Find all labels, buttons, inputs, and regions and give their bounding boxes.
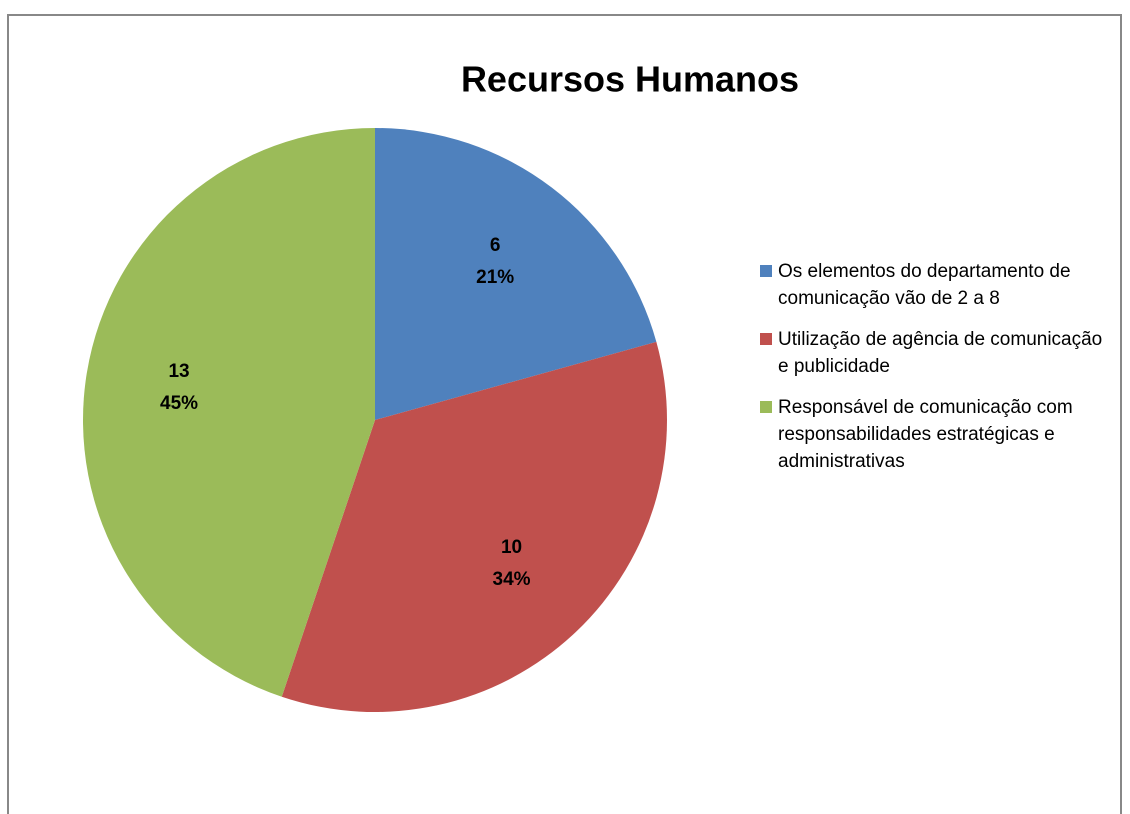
legend-swatch (760, 265, 772, 277)
legend-item: Utilização de agência de comunicação e p… (760, 326, 1105, 380)
legend-label: Responsável de comunicação com responsab… (778, 397, 1073, 472)
legend-label: Os elementos do departamento de comunica… (778, 261, 1071, 309)
legend-label: Utilização de agência de comunicação e p… (778, 329, 1103, 377)
data-label-value: 13 (168, 361, 189, 382)
data-label-value: 10 (501, 537, 522, 558)
pie-slice (83, 128, 375, 697)
data-label-value: 6 (490, 235, 501, 256)
legend-item: Responsável de comunicação com responsab… (760, 394, 1105, 475)
legend-swatch (760, 401, 772, 413)
chart-title: Recursos Humanos (461, 59, 799, 100)
legend-item: Os elementos do departamento de comunica… (760, 258, 1105, 312)
pie-slice (281, 341, 667, 712)
data-label-percent: 21% (476, 267, 514, 288)
pie-slice (375, 128, 657, 420)
chart-frame (7, 14, 1122, 814)
legend: Os elementos do departamento de comunica… (760, 258, 1105, 489)
data-label-percent: 45% (160, 393, 198, 414)
data-label-percent: 34% (493, 569, 531, 590)
legend-swatch (760, 333, 772, 345)
